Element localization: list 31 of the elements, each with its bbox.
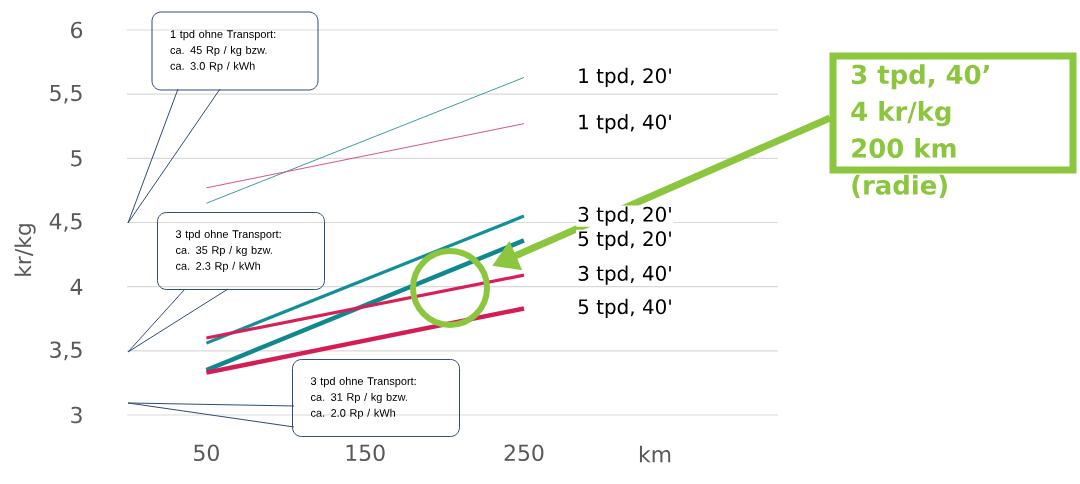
y-tick-label: 4,5 [49,213,82,232]
y-tick-label: 5 [71,150,82,167]
text: 1 tpd, 20' [579,67,671,88]
annotation: ca. 2.3 Rp / kWh [175,261,261,273]
text: 5 tpd, 20' [578,230,671,251]
annotation: 3 tpd ohne Transport: [175,229,281,241]
y-tick-label: 4 [70,278,83,295]
text: 3 tpd, 20' [578,206,671,226]
text: (radie) [852,174,947,198]
annotation: ca. 45 Rp / kg bzw. [170,45,267,57]
text: 4 kr/kg [851,101,951,127]
x-tick-label: 50 [194,444,219,462]
x-axis-title: km [639,445,671,463]
text: 200 km [852,137,956,158]
text: 5 tpd, 40' [578,298,671,319]
annotation: 1 tpd ohne Transport: [170,29,276,41]
annotation: 3 tpd ohne Transport: [310,376,416,388]
annotation: ca. 2.0 Rp / kWh [310,408,396,420]
y-tick-label: 5,5 [50,84,82,104]
text: 1 tpd, 40' [579,114,671,134]
text: 3 tpd, 40' [578,265,671,285]
y-tick-label: 3,5 [50,341,82,361]
annotation: ca. 31 Rp / kg bzw. [310,392,407,404]
x-tick-label: 250 [504,444,544,462]
y-tick-label: 6 [71,21,83,39]
y-axis-title: kr/kg [14,224,36,276]
x-tick-label: 150 [346,444,385,462]
text: 3 tpd, 40’ [851,64,989,90]
annotation: ca. 3.0 Rp / kWh [170,61,255,73]
annotation: ca. 35 Rp / kg bzw. [175,245,272,257]
y-tick-label: 3 [71,406,82,424]
